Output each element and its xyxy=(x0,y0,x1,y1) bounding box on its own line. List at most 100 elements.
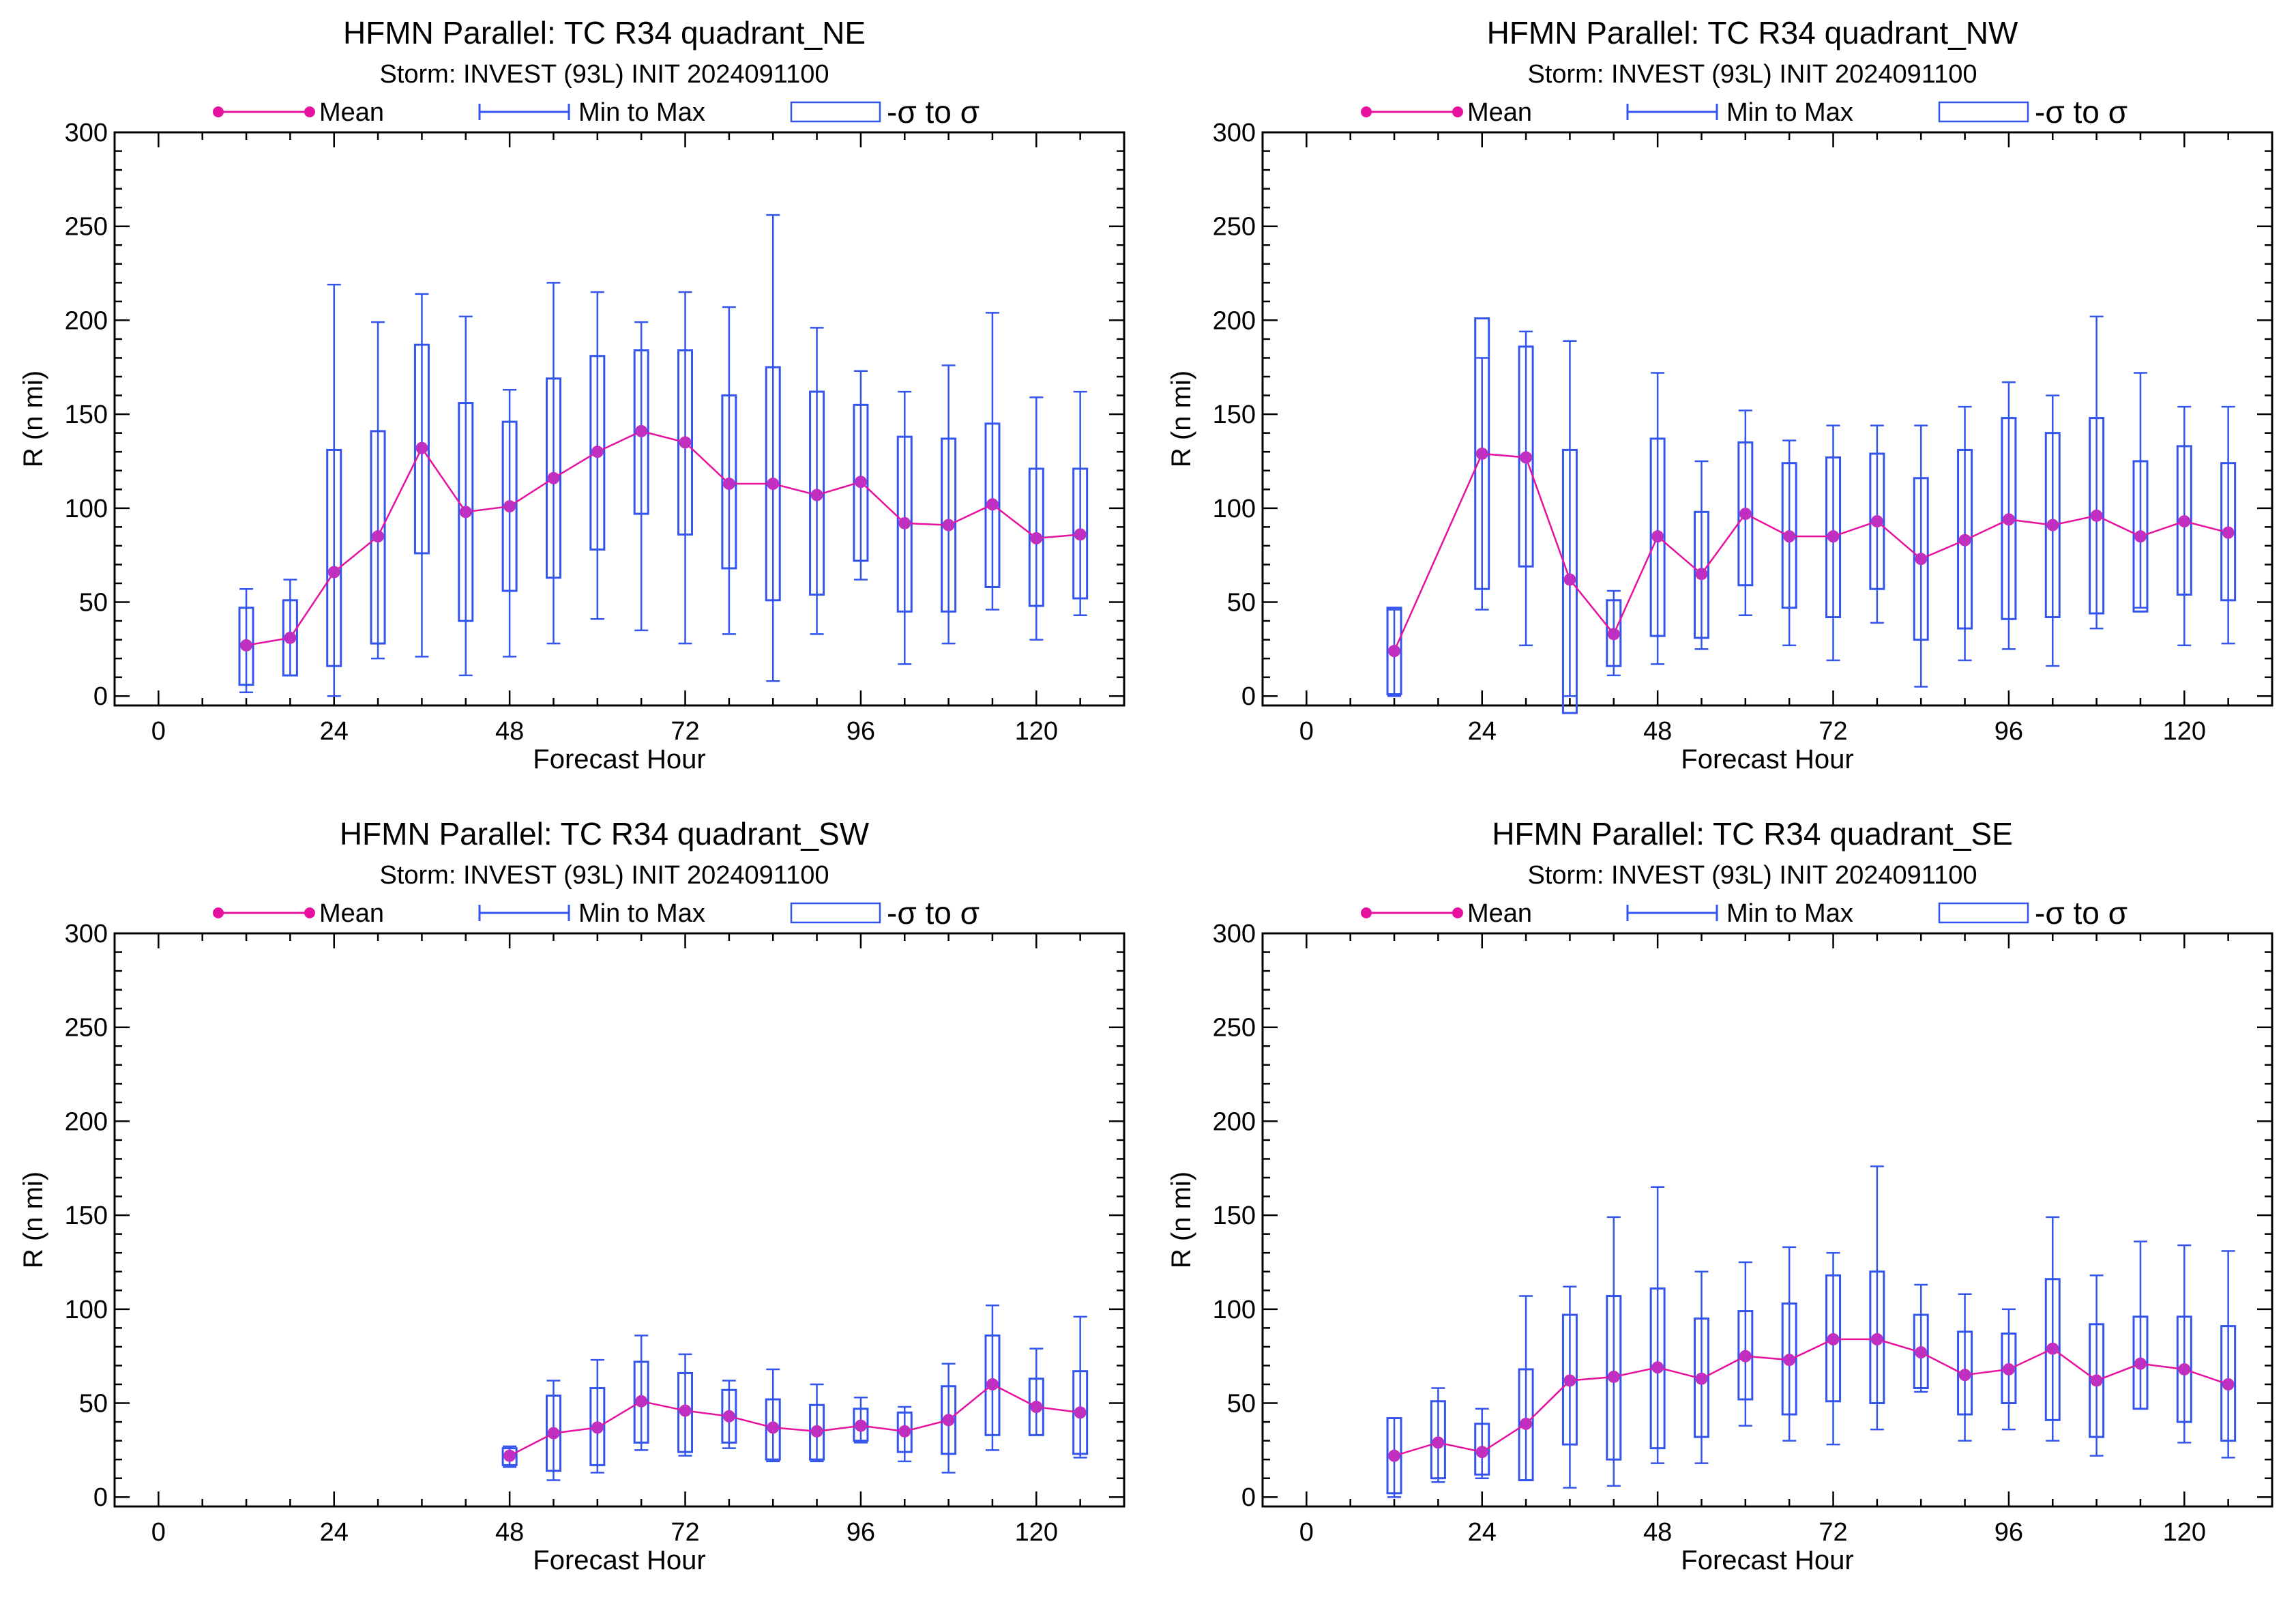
y-tick-label: 150 xyxy=(65,1202,108,1230)
mean-point xyxy=(2222,526,2235,539)
legend-sigma-box xyxy=(790,101,881,123)
sigma-box xyxy=(1957,1330,1973,1416)
legend-sigma-box xyxy=(1938,902,2029,924)
legend-mean-marker xyxy=(1361,106,1372,117)
chart-panel-2: HFMN Parallel: TC R34 quadrant_NW Storm: … xyxy=(1166,15,2273,774)
mean-point xyxy=(1520,1417,1533,1430)
sigma-box xyxy=(1825,1274,1842,1403)
x-tick-label: 24 xyxy=(1468,1518,1497,1547)
x-tick-label: 0 xyxy=(1299,717,1314,746)
series-marks xyxy=(238,214,1089,697)
mean-point xyxy=(2046,1342,2059,1355)
y-axis-label: R (n mi) xyxy=(1166,1171,1196,1268)
chart-title: HFMN Parallel: TC R34 quadrant_SW xyxy=(340,816,870,851)
sigma-box xyxy=(545,1395,561,1472)
x-tick-label: 24 xyxy=(320,1518,349,1547)
mean-point xyxy=(1958,1369,1971,1382)
sigma-box xyxy=(896,1411,913,1453)
mean-point xyxy=(986,498,999,511)
mean-point xyxy=(2134,1357,2147,1370)
sigma-box xyxy=(721,1388,737,1444)
sigma-box xyxy=(2001,1332,2017,1405)
legend-mean-marker xyxy=(304,106,315,117)
sigma-box xyxy=(1474,1423,1490,1476)
x-tick-label: 0 xyxy=(151,717,166,746)
y-tick-label: 250 xyxy=(65,213,108,242)
mean-point xyxy=(767,1421,780,1434)
mean-point xyxy=(1651,530,1664,543)
mean-point xyxy=(679,436,692,449)
x-tick-label: 96 xyxy=(1995,717,2023,746)
mean-point xyxy=(591,1421,604,1434)
sigma-box xyxy=(1781,462,1797,609)
legend-sigma-box xyxy=(1938,101,2029,123)
mean-point xyxy=(459,506,472,519)
y-tick-label: 150 xyxy=(1213,400,1256,429)
mean-point xyxy=(1074,1406,1087,1419)
legend-mean-marker xyxy=(213,907,224,918)
mean-point xyxy=(1827,1332,1840,1345)
chart-subtitle: Storm: INVEST (93L) INIT 2024091100 xyxy=(1527,861,1977,890)
legend-mean-label: Mean xyxy=(1467,899,1532,928)
x-tick-label: 0 xyxy=(151,1518,166,1547)
mean-point xyxy=(767,478,780,491)
sigma-box xyxy=(238,607,254,686)
mean-point xyxy=(1915,553,1928,566)
sigma-box xyxy=(1072,467,1089,600)
chart-panel-1: HFMN Parallel: TC R34 quadrant_NE Storm: … xyxy=(18,15,1125,774)
y-tick-label: 50 xyxy=(1227,1390,1256,1418)
x-tick-label: 96 xyxy=(1995,1518,2023,1547)
legend-mean-marker xyxy=(304,907,315,918)
mean-point xyxy=(1783,530,1796,543)
legend-mean-marker xyxy=(1452,907,1463,918)
legend: Mean Min to Max -σ to σ xyxy=(1361,895,2128,931)
mean-point xyxy=(1388,1449,1401,1462)
sigma-box xyxy=(2176,1315,2192,1423)
mean-point xyxy=(2178,1363,2191,1375)
mean-point xyxy=(2134,530,2147,543)
mean-point xyxy=(810,1425,823,1438)
sigma-box xyxy=(1430,1400,1446,1480)
mean-point xyxy=(635,1395,648,1408)
y-tick-label: 0 xyxy=(1241,682,1256,711)
sigma-box xyxy=(1649,437,1666,637)
chart-panel-4: HFMN Parallel: TC R34 quadrant_SE Storm: … xyxy=(1166,816,2273,1575)
mean-point xyxy=(1607,1370,1620,1383)
legend: Mean Min to Max -σ to σ xyxy=(213,94,980,130)
mean-point xyxy=(942,519,955,531)
mean-point xyxy=(2222,1378,2235,1390)
y-axis-label: R (n mi) xyxy=(1166,370,1196,467)
y-tick-label: 250 xyxy=(1213,213,1256,242)
plot-frame xyxy=(1261,932,2273,1508)
plot-frame xyxy=(1261,131,2273,707)
sigma-box xyxy=(1957,448,1973,630)
mean-point xyxy=(547,471,560,484)
sigma-box xyxy=(677,349,694,536)
mean-point xyxy=(1520,451,1533,464)
sigma-box xyxy=(545,377,561,579)
sigma-box xyxy=(1737,1310,1754,1401)
x-tick-label: 48 xyxy=(1643,1518,1672,1547)
mean-point xyxy=(503,500,516,513)
y-tick-label: 50 xyxy=(1227,589,1256,617)
mean-point xyxy=(1030,1401,1043,1414)
plot-frame xyxy=(113,131,1125,707)
sigma-box xyxy=(2220,1325,2237,1442)
sigma-box xyxy=(1386,1417,1402,1495)
legend-sigma-label: -σ to σ xyxy=(887,895,980,931)
legend-mean-label: Mean xyxy=(1467,98,1532,127)
sigma-box xyxy=(1518,1368,1534,1481)
y-tick-label: 250 xyxy=(1213,1014,1256,1043)
sigma-box xyxy=(2044,432,2061,619)
mean-point xyxy=(372,530,385,543)
mean-point xyxy=(1563,573,1576,586)
mean-point xyxy=(986,1378,999,1390)
mean-point xyxy=(942,1414,955,1427)
mean-point xyxy=(240,639,253,652)
mean-point xyxy=(722,1410,735,1423)
x-tick-label: 120 xyxy=(1015,717,1058,746)
mean-point xyxy=(679,1404,692,1417)
mean-point xyxy=(2090,1374,2103,1387)
legend-mean-label: Mean xyxy=(319,98,384,127)
